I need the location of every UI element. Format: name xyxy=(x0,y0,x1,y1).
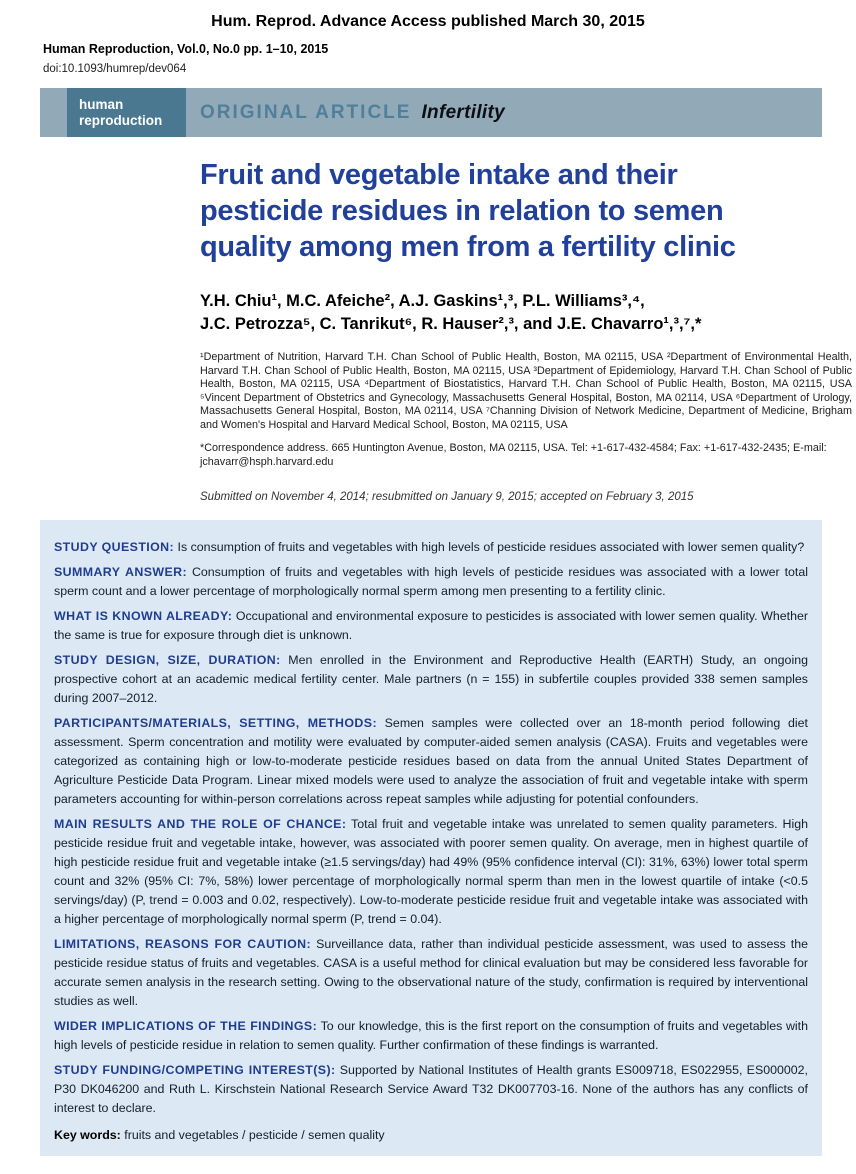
doi-line: doi:10.1093/humrep/dev064 xyxy=(43,63,187,75)
section-text: To our knowledge, this is the first repo… xyxy=(54,1019,809,1052)
journal-logo: human reproduction xyxy=(67,88,186,137)
article-topic-label: Infertility xyxy=(421,101,505,123)
article-title-line-3: quality among men from a fertility clini… xyxy=(200,231,736,263)
abstract-section-study-question: STUDY QUESTION: Is consumption of fruits… xyxy=(54,538,808,557)
keywords-text: fruits and vegetables / pesticide / seme… xyxy=(124,1128,385,1142)
abstract-section-participants: PARTICIPANTS/MATERIALS, SETTING, METHODS… xyxy=(54,714,808,809)
abstract-section-main-results: MAIN RESULTS AND THE ROLE OF CHANCE: Tot… xyxy=(54,815,808,929)
section-label: STUDY QUESTION: xyxy=(54,540,175,554)
journal-logo-text: human reproduction xyxy=(79,97,163,128)
article-title-line-2: pesticide residues in relation to semen xyxy=(200,195,724,227)
section-label: STUDY DESIGN, SIZE, DURATION: xyxy=(54,653,281,667)
affiliations-text: ¹Department of Nutrition, Harvard T.H. C… xyxy=(200,351,852,431)
advance-access-line: Hum. Reprod. Advance Access published Ma… xyxy=(211,13,645,30)
journal-banner: human reproduction ORIGINAL ARTICLE Infe… xyxy=(40,88,822,137)
banner-text: ORIGINAL ARTICLE Infertility xyxy=(200,88,505,137)
article-title-line-1: Fruit and vegetable intake and their xyxy=(200,159,678,191)
section-text: Men enrolled in the Environment and Repr… xyxy=(54,653,808,705)
abstract-section-funding: STUDY FUNDING/COMPETING INTEREST(S): Sup… xyxy=(54,1061,808,1118)
section-text: Surveillance data, rather than individua… xyxy=(54,937,808,1008)
section-text: Occupational and environmental exposure … xyxy=(54,609,808,642)
section-text: Is consumption of fruits and vegetables … xyxy=(177,540,805,554)
abstract-section-limitations: LIMITATIONS, REASONS FOR CAUTION: Survei… xyxy=(54,935,808,1011)
journal-volume-line: Human Reproduction, Vol.0, No.0 pp. 1–10… xyxy=(43,42,329,56)
section-text: Total fruit and vegetable intake was unr… xyxy=(54,817,808,926)
abstract-section-known-already: WHAT IS KNOWN ALREADY: Occupational and … xyxy=(54,607,808,645)
keywords-line: Key words: fruits and vegetables / pesti… xyxy=(54,1128,808,1142)
article-category-label: ORIGINAL ARTICLE xyxy=(200,101,412,123)
abstract-section-wider-implications: WIDER IMPLICATIONS OF THE FINDINGS: To o… xyxy=(54,1017,808,1055)
correspondence-text: *Correspondence address. 665 Huntington … xyxy=(200,442,827,468)
section-label: LIMITATIONS, REASONS FOR CAUTION: xyxy=(54,937,312,951)
section-label: WHAT IS KNOWN ALREADY: xyxy=(54,609,233,623)
authors-block: Y.H. Chiu¹, M.C. Afeiche², A.J. Gaskins¹… xyxy=(200,290,840,336)
article-title: Fruit and vegetable intake and their pes… xyxy=(200,157,830,265)
abstract-box: STUDY QUESTION: Is consumption of fruits… xyxy=(40,520,822,1156)
section-label: SUMMARY ANSWER: xyxy=(54,565,187,579)
section-label: STUDY FUNDING/COMPETING INTEREST(S): xyxy=(54,1063,336,1077)
journal-meta-block: Human Reproduction, Vol.0, No.0 pp. 1–10… xyxy=(43,42,856,75)
abstract-section-summary-answer: SUMMARY ANSWER: Consumption of fruits an… xyxy=(54,563,808,601)
authors-line-1: Y.H. Chiu¹, M.C. Afeiche², A.J. Gaskins¹… xyxy=(200,292,645,310)
page-bottom-padding xyxy=(0,1156,856,1174)
section-label: PARTICIPANTS/MATERIALS, SETTING, METHODS… xyxy=(54,716,377,730)
section-label: WIDER IMPLICATIONS OF THE FINDINGS: xyxy=(54,1019,318,1033)
banner-spacer xyxy=(40,88,67,137)
authors-line-2: J.C. Petrozza⁵, C. Tanrikut⁶, R. Hauser²… xyxy=(200,315,702,333)
section-label: MAIN RESULTS AND THE ROLE OF CHANCE: xyxy=(54,817,347,831)
section-text: Consumption of fruits and vegetables wit… xyxy=(54,565,808,598)
section-text: Semen samples were collected over an 18-… xyxy=(54,716,808,806)
submission-history: Submitted on November 4, 2014; resubmitt… xyxy=(200,491,694,503)
abstract-section-design: STUDY DESIGN, SIZE, DURATION: Men enroll… xyxy=(54,651,808,708)
keywords-label: Key words: xyxy=(54,1128,121,1142)
